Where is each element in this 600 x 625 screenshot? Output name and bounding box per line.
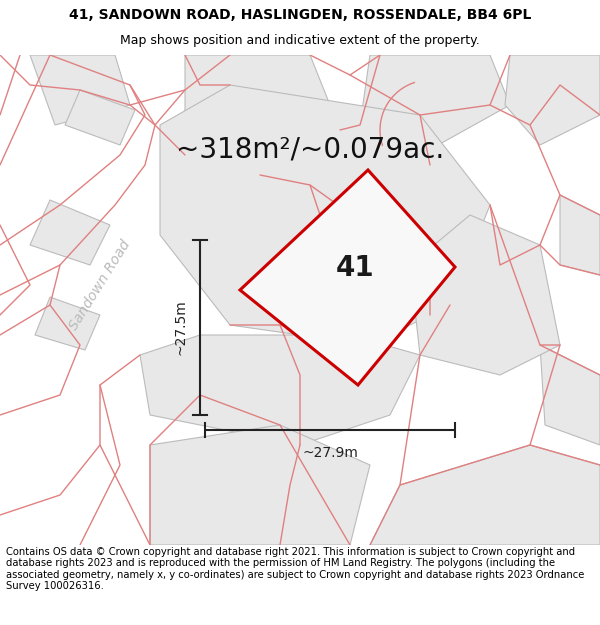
Text: 41: 41 bbox=[336, 254, 374, 282]
Polygon shape bbox=[150, 425, 370, 545]
Polygon shape bbox=[540, 345, 600, 445]
Text: Contains OS data © Crown copyright and database right 2021. This information is : Contains OS data © Crown copyright and d… bbox=[6, 547, 584, 591]
Polygon shape bbox=[30, 200, 110, 265]
Polygon shape bbox=[560, 195, 600, 275]
Polygon shape bbox=[160, 85, 490, 345]
Polygon shape bbox=[370, 445, 600, 545]
Polygon shape bbox=[35, 297, 100, 350]
Text: ~27.5m: ~27.5m bbox=[174, 299, 188, 356]
Text: Map shows position and indicative extent of the property.: Map shows position and indicative extent… bbox=[120, 34, 480, 47]
Polygon shape bbox=[185, 55, 340, 175]
Polygon shape bbox=[360, 55, 510, 155]
Polygon shape bbox=[65, 90, 135, 145]
Polygon shape bbox=[410, 215, 560, 375]
Text: Sandown Road: Sandown Road bbox=[67, 238, 133, 332]
Polygon shape bbox=[30, 55, 130, 125]
Polygon shape bbox=[240, 170, 455, 385]
Polygon shape bbox=[140, 335, 420, 445]
Polygon shape bbox=[505, 55, 600, 145]
Text: ~318m²/~0.079ac.: ~318m²/~0.079ac. bbox=[176, 136, 444, 164]
Text: 41, SANDOWN ROAD, HASLINGDEN, ROSSENDALE, BB4 6PL: 41, SANDOWN ROAD, HASLINGDEN, ROSSENDALE… bbox=[69, 8, 531, 22]
Text: ~27.9m: ~27.9m bbox=[302, 446, 358, 460]
